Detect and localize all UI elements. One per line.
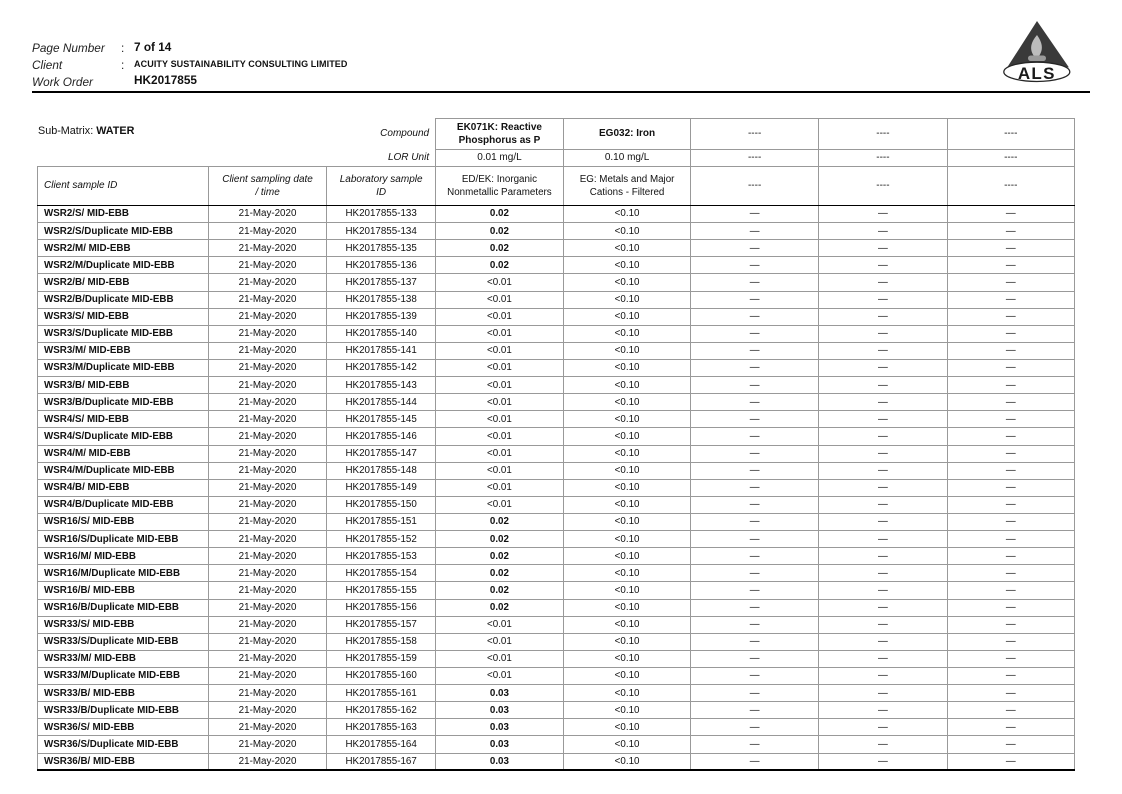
- svg-text:ALS: ALS: [1018, 64, 1056, 83]
